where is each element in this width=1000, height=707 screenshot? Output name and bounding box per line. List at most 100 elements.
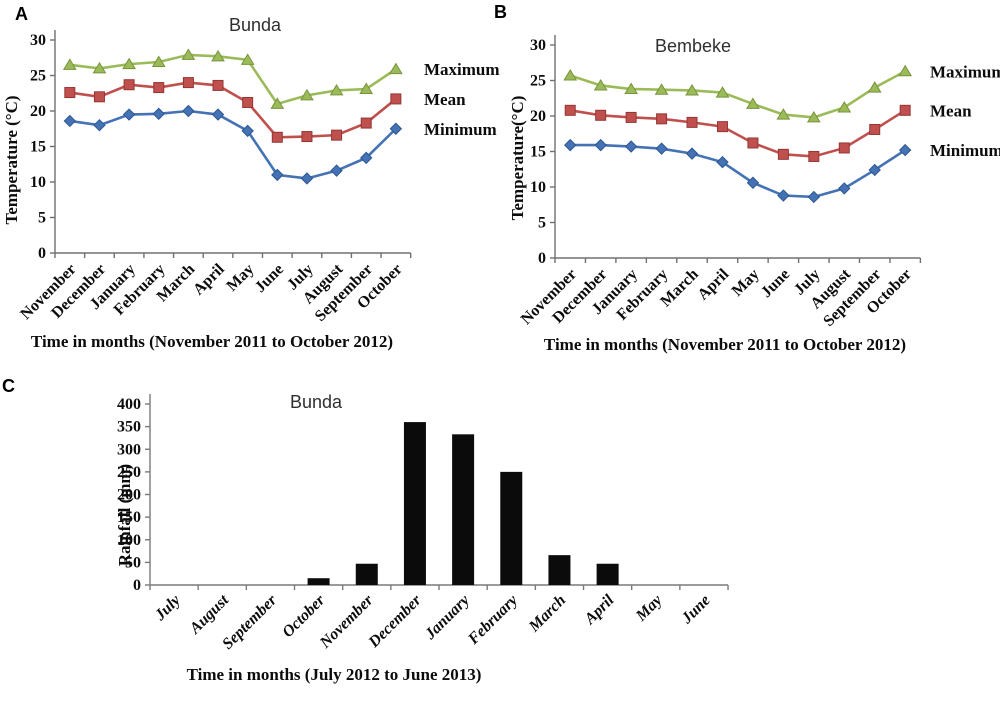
data-point-marker-square	[595, 109, 607, 121]
data-point-marker-diamond	[655, 142, 668, 155]
data-point-marker-diamond	[807, 190, 821, 204]
data-point-marker-triangle	[388, 62, 403, 75]
data-point-marker-diamond	[330, 164, 343, 177]
y-tick-label: 5	[38, 210, 46, 227]
data-point-marker-triangle	[746, 97, 760, 109]
data-point-marker-diamond	[122, 108, 136, 121]
x-month-label: November	[316, 591, 377, 652]
data-point-marker-triangle	[837, 101, 852, 113]
data-point-marker-square	[899, 104, 911, 116]
legend-label-mean: Mean	[930, 101, 972, 120]
data-point-marker-square	[93, 91, 105, 103]
panel-label-a: A	[15, 4, 28, 24]
data-point-marker-triangle	[211, 49, 225, 62]
y-axis-title: Temperature(°C)	[508, 96, 527, 221]
data-point-marker-triangle	[776, 108, 791, 120]
y-tick-label: 25	[530, 73, 546, 90]
data-point-marker-square	[360, 117, 372, 129]
data-point-marker-square	[656, 113, 668, 125]
panel-label-c: C	[2, 376, 15, 396]
y-tick-label: 15	[30, 139, 46, 156]
x-month-label: February	[464, 591, 521, 648]
y-tick-label: 30	[30, 32, 46, 49]
data-point-marker-square	[564, 104, 576, 116]
data-point-marker-triangle	[151, 55, 166, 68]
y-tick-label: 10	[530, 179, 546, 196]
y-tick-label: 250	[117, 464, 141, 481]
x-axis-title: Time in months (November 2011 to October…	[31, 332, 393, 351]
data-point-marker-diamond	[838, 182, 851, 195]
data-point-marker-diamond	[685, 147, 699, 160]
data-point-marker-triangle	[593, 78, 608, 91]
data-point-marker-square	[390, 93, 402, 105]
series-line-minimum	[570, 143, 906, 199]
data-point-marker-square	[625, 111, 637, 123]
y-tick-label: 300	[117, 441, 141, 458]
data-point-marker-triangle	[806, 110, 821, 123]
x-month-label: June	[252, 261, 287, 296]
chart-panel-c-bunda-rainfall: Bunda Rainfall (mm) Time in months (July…	[115, 392, 729, 684]
data-point-marker-diamond	[594, 138, 607, 152]
series-line-mean	[570, 109, 906, 158]
y-tick-label: 150	[117, 509, 141, 526]
y-tick-label: 100	[117, 532, 141, 549]
data-point-marker-diamond	[868, 163, 881, 177]
rainfall-bar	[452, 434, 475, 585]
data-point-marker-square	[301, 131, 313, 143]
data-point-marker-triangle	[181, 48, 196, 60]
data-point-marker-diamond	[182, 104, 195, 118]
y-axis-title: Rainfall (mm)	[115, 464, 134, 566]
x-month-label: April	[695, 265, 733, 303]
x-month-label: May	[632, 591, 666, 625]
data-point-marker-square	[838, 142, 850, 154]
x-month-label: December	[365, 591, 425, 651]
y-tick-label: 20	[530, 108, 546, 125]
series-line-maximum	[69, 53, 397, 106]
legend-label-minimum: Minimum	[424, 120, 497, 139]
data-point-marker-diamond	[93, 118, 106, 132]
panel-label-b: B	[494, 2, 507, 22]
data-point-marker-triangle	[685, 83, 699, 96]
series-line-minimum	[69, 109, 397, 180]
y-tick-label: 5	[538, 215, 546, 232]
data-point-marker-triangle	[624, 82, 639, 95]
data-point-marker-square	[271, 131, 283, 143]
data-point-marker-square	[212, 79, 224, 91]
y-tick-label: 15	[530, 144, 546, 161]
x-month-label: May	[729, 266, 763, 300]
y-axis-title: Temperature (°C)	[2, 95, 21, 224]
data-point-marker-square	[182, 77, 194, 89]
legend-label-minimum: Minimum	[930, 141, 1000, 160]
data-point-marker-diamond	[211, 108, 225, 121]
data-point-marker-diamond	[746, 176, 760, 189]
data-point-marker-square	[686, 116, 698, 128]
y-tick-label: 50	[125, 554, 141, 571]
data-point-marker-triangle	[898, 64, 913, 77]
data-point-marker-square	[123, 79, 135, 91]
data-point-marker-diamond	[271, 168, 284, 182]
chart-title: Bunda	[290, 392, 343, 412]
data-point-marker-square	[716, 121, 728, 133]
x-month-label: June	[758, 266, 793, 301]
plot-area: 051015202530NovemberDecemberJanuaryFebru…	[518, 35, 1000, 330]
x-month-label: July	[151, 591, 184, 624]
y-tick-label: 10	[30, 174, 46, 191]
x-month-label: May	[223, 261, 257, 295]
series-line-maximum	[569, 70, 906, 119]
data-point-marker-triangle	[867, 81, 882, 93]
data-point-marker-diamond	[360, 151, 373, 165]
data-point-marker-diamond	[63, 114, 77, 128]
chart-panel-b-bembeke-temperature: Bembeke Temperature(°C) Time in months (…	[508, 35, 1000, 354]
rainfall-bar	[307, 578, 330, 585]
x-month-label: June	[678, 592, 714, 628]
y-tick-label: 0	[38, 245, 46, 262]
data-point-marker-diamond	[152, 107, 165, 121]
data-point-marker-square	[869, 123, 881, 135]
data-point-marker-diamond	[564, 138, 577, 152]
data-point-marker-triangle	[329, 83, 344, 96]
y-tick-label: 0	[538, 250, 546, 267]
data-point-marker-square	[64, 87, 76, 99]
rainfall-bar	[500, 471, 523, 585]
data-point-marker-diamond	[624, 140, 638, 153]
